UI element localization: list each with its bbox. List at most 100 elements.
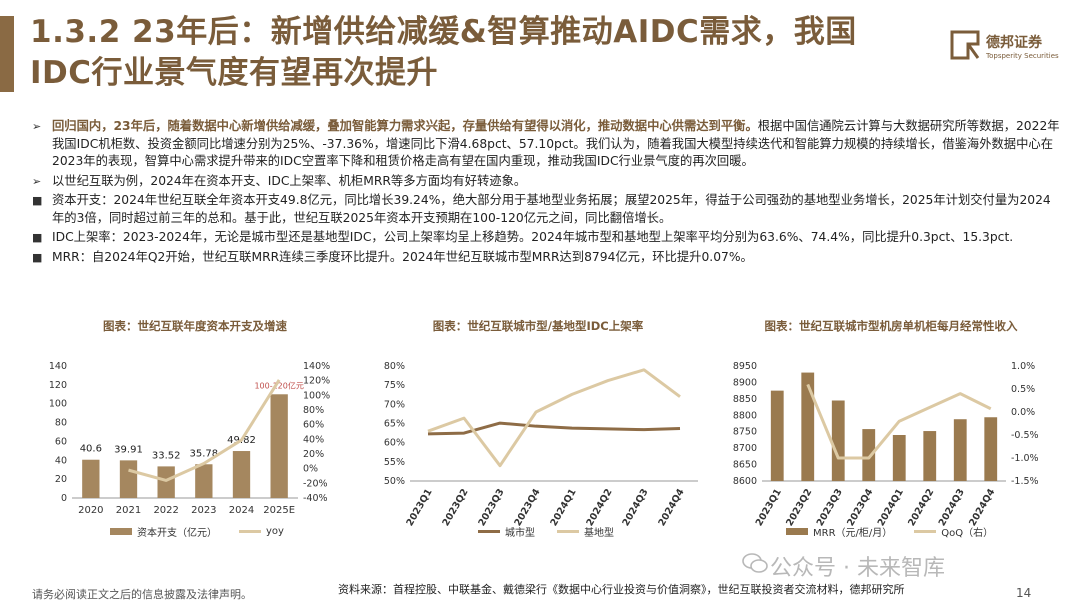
- y-tick-label: 8900: [733, 377, 757, 388]
- y-tick-label: 80: [55, 418, 67, 429]
- x-tick-label: 2023Q4: [845, 487, 875, 528]
- series-line: [128, 379, 281, 482]
- y2-tick-label: 0.5%: [1011, 384, 1035, 395]
- bar: [232, 451, 251, 498]
- legend-label: yoy: [266, 526, 284, 537]
- chart-title: 图表：世纪互联城市型机房单机柜每月经常性收入: [764, 319, 1018, 333]
- y2-tick-label: 0%: [303, 464, 318, 475]
- y-tick-label: 8650: [733, 460, 757, 471]
- wechat-icon: [742, 553, 768, 573]
- y2-tick-label: 100%: [303, 390, 330, 401]
- data-label: 100-120亿元: [254, 380, 303, 390]
- logo-mark-icon: [950, 30, 980, 60]
- bullet-list: ➢ 回归国内，23年后，随着数据中心新增供给减缓，叠加智能算力需求兴起，存量供给…: [30, 118, 1060, 268]
- x-tick-label: 2024Q3: [937, 487, 967, 528]
- legend-swatch-line: [557, 530, 579, 533]
- series-line: [806, 383, 992, 460]
- x-tick-label: 2023Q1: [405, 487, 435, 528]
- mrr-chart: 图表：世纪互联城市型机房单机柜每月经常性收入 8600 8650 8700 8750 8…: [716, 318, 1066, 548]
- legend-label: 城市型: [505, 528, 535, 539]
- occupancy-chart: 图表：世纪互联城市型/基地型IDC上架率 50% 55% 60% 65% 70% 75% 8…: [368, 318, 708, 548]
- page-number: 14: [1016, 586, 1032, 600]
- y2-tick-label: 140%: [303, 361, 330, 372]
- x-tick-label: 2024Q1: [549, 487, 579, 528]
- y-tick-label: 8950: [733, 361, 757, 372]
- y-tick-label: 55%: [384, 457, 405, 468]
- bullet-item: ■ MRR：自2024年Q2开始，世纪互联MRR连续三季度环比提升。2024年世…: [30, 249, 1060, 267]
- y-tick-label: 40: [55, 455, 67, 466]
- bar: [157, 466, 175, 498]
- chart-legend: 城市型 基地型: [478, 524, 636, 539]
- chart-legend: MRR（元/柜/月） QoQ（右）: [786, 524, 1015, 539]
- y2-tick-label: 120%: [303, 376, 330, 387]
- legend-swatch-bar: [110, 528, 132, 535]
- series-line: [427, 421, 681, 436]
- y-tick-label: 20: [55, 474, 67, 485]
- y2-tick-label: 40%: [303, 434, 324, 445]
- x-tick-label: 2024Q4: [657, 487, 687, 528]
- y2-tick-label: 60%: [303, 420, 324, 431]
- bar: [923, 431, 937, 481]
- chart-title: 图表：世纪互联年度资本开支及增速: [103, 319, 287, 333]
- x-tick-label: 2024: [229, 505, 254, 516]
- bullet-item: ■ 资本开支：2024年世纪互联全年资本开支49.8亿元，同比增长39.24%，…: [30, 192, 1060, 227]
- disclaimer: 请务必阅读正文之后的信息披露及法律声明。: [32, 588, 252, 601]
- legend-swatch-line: [239, 530, 261, 533]
- capex-chart: 图表：世纪互联年度资本开支及增速 0 20 40 60 80 100 120 140 -40% -…: [30, 318, 360, 548]
- y-tick-label: 120: [49, 380, 67, 391]
- y-tick-label: 8700: [733, 443, 757, 454]
- legend-label: 基地型: [584, 528, 614, 539]
- bullet-text: 以世纪互联为例，2024年在资本开支、IDC上架率、机柜MRR等多方面均有好转迹…: [52, 173, 527, 188]
- series-line: [427, 368, 681, 468]
- occupancy-chart-plot: 50%55%60%65%70%75%80%2023Q1 2023Q2 2023Q3 2…: [384, 361, 698, 528]
- y2-tick-label: -0.5%: [1011, 430, 1039, 441]
- y2-tick-label: -1.5%: [1011, 476, 1039, 487]
- title-accent-bar: [0, 16, 14, 92]
- data-label: 40.6: [80, 444, 102, 455]
- bar: [862, 429, 876, 481]
- y2-tick-label: -40%: [303, 493, 328, 504]
- x-tick-label: 2020: [78, 505, 103, 516]
- y-tick-label: 0: [61, 493, 67, 504]
- legend-swatch-bar: [786, 528, 808, 535]
- bullet-marker: ■: [32, 231, 43, 244]
- y-tick-label: 140: [49, 361, 67, 372]
- y-tick-label: 8600: [733, 476, 757, 487]
- y-tick-label: 50%: [384, 476, 405, 487]
- bullet-item: ■ IDC上架率：2023-2024年，无论是城市型还是基地型IDC，公司上架率…: [30, 229, 1060, 247]
- bar: [831, 400, 845, 481]
- y-tick-label: 70%: [384, 399, 405, 410]
- legend-label: 资本开支（亿元）: [137, 528, 217, 539]
- chart-legend: 资本开支（亿元） yoy: [110, 524, 306, 539]
- bullet-text: MRR：自2024年Q2开始，世纪互联MRR连续三季度环比提升。2024年世纪互…: [52, 249, 753, 264]
- capex-chart-plot: 0 20 40 60 80 100 120 140 -40% -20% 0% 20% 40% 60% 80%…: [49, 361, 330, 516]
- y-tick-label: 80%: [384, 361, 405, 372]
- bar: [119, 460, 138, 498]
- brand-logo: 德邦证券 Topsperity Securities: [948, 24, 1078, 74]
- x-tick-label: 2024Q3: [621, 487, 651, 528]
- x-tick-label: 2023Q2: [441, 487, 471, 528]
- y-tick-label: 8750: [733, 427, 757, 438]
- data-label: 35.78: [190, 448, 219, 459]
- title-line-1: 1.3.2 23年后：新增供给减缓&智算推动AIDC需求，我国: [30, 14, 857, 50]
- y-tick-label: 8800: [733, 410, 757, 421]
- x-tick-label: 2024Q2: [906, 487, 936, 528]
- y-tick-label: 60: [55, 436, 67, 447]
- x-tick-label: 2024Q4: [967, 487, 997, 528]
- y2-tick-label: 80%: [303, 405, 324, 416]
- bar: [892, 435, 906, 481]
- source-note: 资料来源：首程控股、中联基金、戴德梁行《数据中心行业投资与价值洞察》，世纪互联投…: [338, 583, 905, 596]
- watermark: 公众号 · 未来智库: [770, 556, 945, 581]
- bar: [82, 459, 100, 498]
- x-tick-label: 2022: [153, 505, 178, 516]
- data-label: 33.52: [152, 450, 181, 461]
- chart-title: 图表：世纪互联城市型/基地型IDC上架率: [432, 319, 644, 333]
- logo-text-cn: 德邦证券: [986, 35, 1042, 51]
- y-tick-label: 8850: [733, 394, 757, 405]
- y-tick-label: 100: [49, 399, 67, 410]
- y2-tick-label: -20%: [303, 478, 328, 489]
- y2-tick-label: -1.0%: [1011, 453, 1039, 464]
- x-tick-label: 2024Q1: [876, 487, 906, 528]
- bullet-item: ➢ 回归国内，23年后，随着数据中心新增供给减缓，叠加智能算力需求兴起，存量供给…: [30, 118, 1060, 171]
- x-tick-label: 2024Q2: [585, 487, 615, 528]
